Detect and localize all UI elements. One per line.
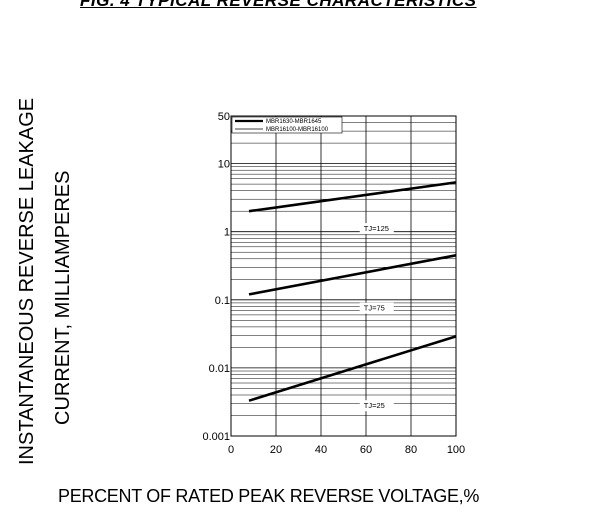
plot-area-frame — [230, 115, 457, 437]
x-tick-label: 0 — [228, 444, 234, 456]
y-tick-label: 0.001 — [202, 431, 230, 443]
x-tick-labels: 0 20 40 60 80 100 — [228, 444, 465, 456]
series-annotation-label: TJ=25 — [364, 401, 385, 410]
series-line-3 — [248, 335, 457, 402]
minor-gridlines — [231, 122, 456, 416]
figure-title: FIG. 4 TYPICAL REVERSE CHARACTERISTICS — [80, 0, 477, 10]
series-line-1 — [248, 181, 457, 213]
series-lines — [248, 181, 457, 402]
series-annotation-bg — [359, 223, 394, 235]
series-line-2 — [248, 254, 457, 296]
series-annotations: TJ=125 TJ=75 TJ=25 — [359, 223, 394, 412]
x-axis-label: PERCENT OF RATED PEAK REVERSE VOLTAGE,% — [58, 486, 480, 506]
legend-entry-2: MBR16100-MBR16100 — [266, 127, 329, 133]
y-tick-label: 50 — [218, 111, 230, 123]
series-annotation-bg — [359, 400, 394, 412]
legend-entry-1: MBR1630-MBR1645 — [266, 119, 322, 125]
series-annotation-label: TJ=75 — [364, 304, 385, 313]
series-annotation-bg — [359, 302, 394, 314]
y-tick-labels: 0.001 0.01 0.1 1 10 50 — [202, 111, 230, 443]
legend: MBR1630-MBR1645 MBR16100-MBR16100 — [231, 116, 343, 134]
x-tick-label: 40 — [315, 444, 327, 456]
x-tick-label: 80 — [405, 444, 417, 456]
x-tick-label: 60 — [360, 444, 372, 456]
y-tick-label: 0.01 — [209, 363, 230, 375]
x-tick-label: 20 — [270, 444, 282, 456]
y-tick-label: 0.1 — [215, 295, 230, 307]
y-tick-label: 1 — [224, 227, 230, 239]
y-tick-label: 10 — [218, 159, 230, 171]
x-tick-label: 100 — [447, 444, 465, 456]
series-annotation-label: TJ=125 — [364, 224, 389, 233]
